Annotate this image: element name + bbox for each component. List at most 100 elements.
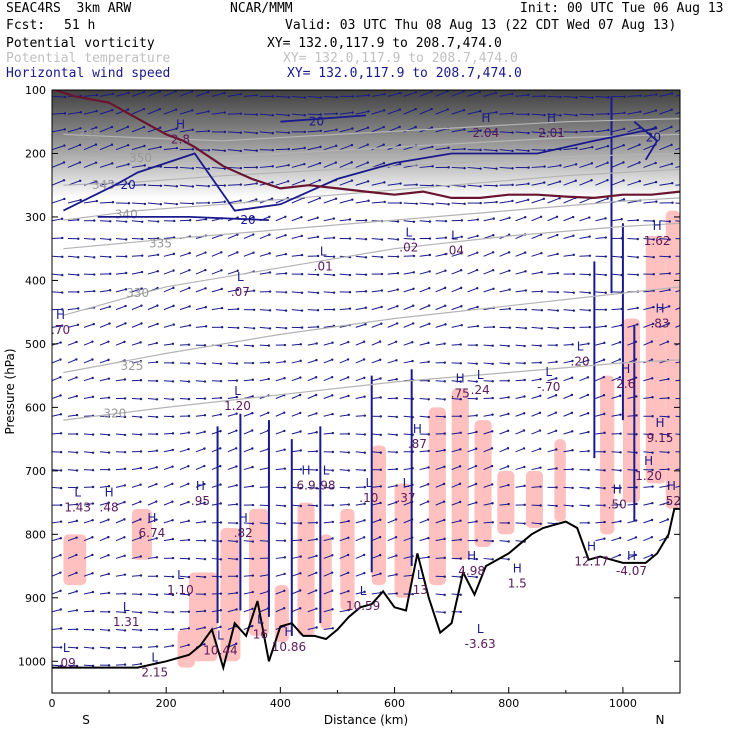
wind-vector [483, 234, 494, 240]
wind-vector [291, 147, 305, 151]
wind-vector [451, 465, 461, 471]
wind-vector-head [316, 216, 319, 219]
wind-vector-head [287, 163, 290, 167]
wind-vector-head [314, 589, 318, 592]
wind-vector-head [159, 184, 163, 188]
wind-vector-head [604, 324, 607, 328]
wind-vector [547, 197, 560, 204]
wind-vector-head [335, 128, 338, 131]
wind-vector [579, 291, 590, 294]
wind-vector [307, 376, 317, 382]
wind-vector-head [139, 555, 143, 558]
wind-vector-head [396, 220, 400, 223]
wind-vector-head [299, 449, 302, 452]
wind-vector-head [268, 252, 271, 255]
wind-vector [259, 467, 269, 471]
wind-vector-head [319, 96, 322, 99]
wind-vector [179, 575, 189, 578]
wind-vector [259, 607, 269, 613]
wind-vector-head [203, 520, 207, 523]
wind-vector-head [171, 342, 175, 346]
wind-vector [435, 415, 445, 418]
wind-vector-head [271, 165, 274, 168]
wind-vector-head [282, 607, 286, 610]
wind-vector [227, 93, 241, 97]
wind-vector-head [555, 360, 558, 364]
pv-extremum-type: L [403, 476, 410, 490]
wind-vector-head [91, 572, 94, 575]
wind-vector [611, 451, 621, 453]
wind-vector-head [252, 327, 256, 330]
wind-vector-head [511, 149, 514, 153]
wind-vector-head [683, 379, 685, 381]
pv-extremum-type: H [621, 362, 630, 376]
wind-vector-head [79, 198, 82, 202]
wind-vector-head [539, 522, 542, 525]
wind-vector [515, 183, 529, 186]
wind-vector-head [175, 146, 179, 150]
wind-vector-head [107, 572, 110, 576]
wind-vector [323, 359, 333, 364]
wind-vector [67, 646, 78, 649]
y-tick-label: 100 [25, 84, 46, 97]
wind-vector-head [572, 291, 576, 294]
wind-vector [131, 555, 141, 559]
wind-vector [323, 413, 333, 417]
wind-vector [579, 412, 589, 417]
wind-vector-head [523, 344, 526, 348]
wind-vector [451, 397, 461, 400]
wind-vector [179, 252, 190, 257]
wind-vector-head [586, 412, 590, 415]
wind-vector [499, 484, 509, 488]
wind-vector [83, 469, 94, 471]
wind-vector-head [382, 125, 385, 129]
wind-vector-head [463, 166, 466, 170]
pv-shade-region [600, 375, 615, 535]
wind-vector [307, 538, 317, 542]
wind-vector-head [331, 412, 334, 416]
wind-vector-head [411, 592, 414, 596]
pv-extremum-value: 16 [253, 628, 268, 642]
wind-vector [451, 483, 461, 488]
wind-vector-head [282, 411, 286, 414]
wind-vector [195, 325, 207, 328]
wind-vector-head [79, 179, 82, 182]
wind-vector-head [667, 377, 670, 381]
wind-vector-head [155, 518, 158, 521]
wind-vector-head [362, 536, 366, 539]
wind-vector-head [507, 412, 510, 416]
wind-vector-head [476, 218, 480, 221]
wind-vector [563, 343, 573, 346]
pv-extremum-value: .52 [662, 494, 681, 508]
wind-vector-head [539, 233, 543, 236]
wind-vector-head [575, 114, 578, 117]
wind-vector [467, 219, 478, 222]
wind-vector [67, 572, 77, 577]
wind-vector [243, 430, 253, 435]
wind-vector-head [203, 344, 207, 347]
wind-vector-head [607, 128, 610, 132]
wind-vector [83, 144, 97, 151]
wind-vector-head [443, 286, 447, 290]
wind-vector-head [223, 111, 226, 114]
wind-vector-head [556, 290, 560, 294]
wind-vector [67, 324, 79, 328]
pv-extremum-type: H [105, 486, 114, 500]
wind-vector-head [347, 469, 350, 472]
wind-vector [291, 197, 304, 204]
wind-vector-head [271, 95, 275, 98]
pv-shade-region [297, 502, 315, 636]
wind-vector-head [604, 255, 608, 258]
wind-vector-head [334, 197, 338, 200]
wind-vector-head [63, 144, 66, 147]
wind-vector-head [319, 145, 322, 149]
wind-vector-head [507, 483, 510, 487]
wind-vector-head [77, 218, 80, 221]
wind-vector-head [383, 181, 386, 184]
wind-vector [259, 131, 273, 134]
wind-vector-head [479, 201, 482, 205]
wind-vector-head [187, 343, 191, 346]
wind-vector-head [79, 111, 83, 114]
wind-speed-contour [63, 127, 658, 212]
wind-vector-head [235, 642, 238, 645]
